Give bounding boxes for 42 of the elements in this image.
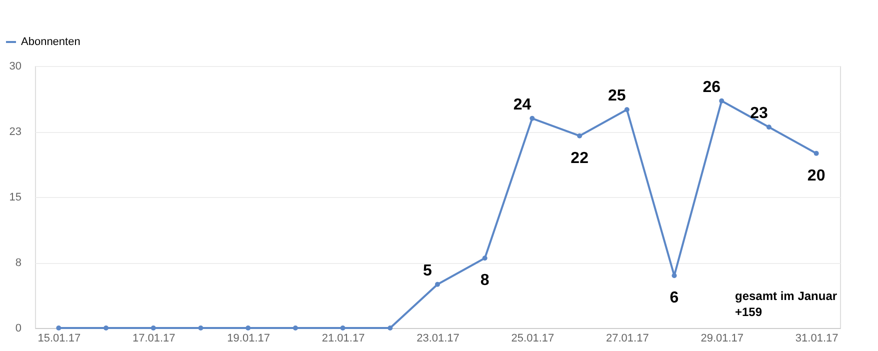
point (150, 326, 156, 330)
point (340, 326, 346, 330)
y-tick-label: 30 (9, 60, 22, 72)
annotation: gesamt im Januar +159 (735, 289, 838, 319)
data-label: 24 (513, 96, 532, 114)
y-tick-label: 8 (15, 257, 22, 269)
y-tick-label: 0 (15, 322, 22, 334)
data-label: 8 (480, 272, 490, 290)
x-tick-label: 29.01.17 (700, 332, 744, 344)
x-tick-label: 25.01.17 (511, 332, 554, 344)
point (388, 326, 393, 330)
y-tick-label: 15 (9, 192, 22, 204)
point (246, 326, 251, 330)
y-tick-label: 23 (9, 126, 22, 138)
x-tick-label: 31.01.17 (795, 332, 838, 344)
point (198, 326, 204, 330)
point (672, 273, 677, 278)
point (719, 98, 724, 104)
data-label: 26 (702, 78, 721, 96)
data-label: 22 (570, 150, 589, 167)
x-tick-label: 17.01.17 (132, 332, 176, 344)
data-label: 23 (750, 105, 768, 122)
x-tick-label: 27.01.17 (606, 332, 649, 344)
point (814, 150, 819, 156)
data-label: 6 (670, 290, 679, 307)
x-tick-label: 15.01.17 (38, 332, 81, 344)
point (482, 256, 488, 261)
point (530, 116, 535, 121)
x-tick-label: 23.01.17 (416, 332, 460, 344)
point (435, 282, 440, 287)
x-tick-label: 21.01.17 (322, 332, 365, 344)
point (104, 326, 109, 330)
x-tick-label: 19.01.17 (227, 332, 270, 344)
point (624, 107, 630, 112)
point (56, 326, 62, 330)
point (766, 124, 772, 130)
legend-label: Abonnenten (21, 36, 80, 48)
data-label: 25 (608, 88, 626, 105)
data-label: 20 (807, 167, 826, 184)
data-label: 5 (423, 262, 432, 280)
point (292, 326, 298, 330)
point (577, 133, 582, 138)
